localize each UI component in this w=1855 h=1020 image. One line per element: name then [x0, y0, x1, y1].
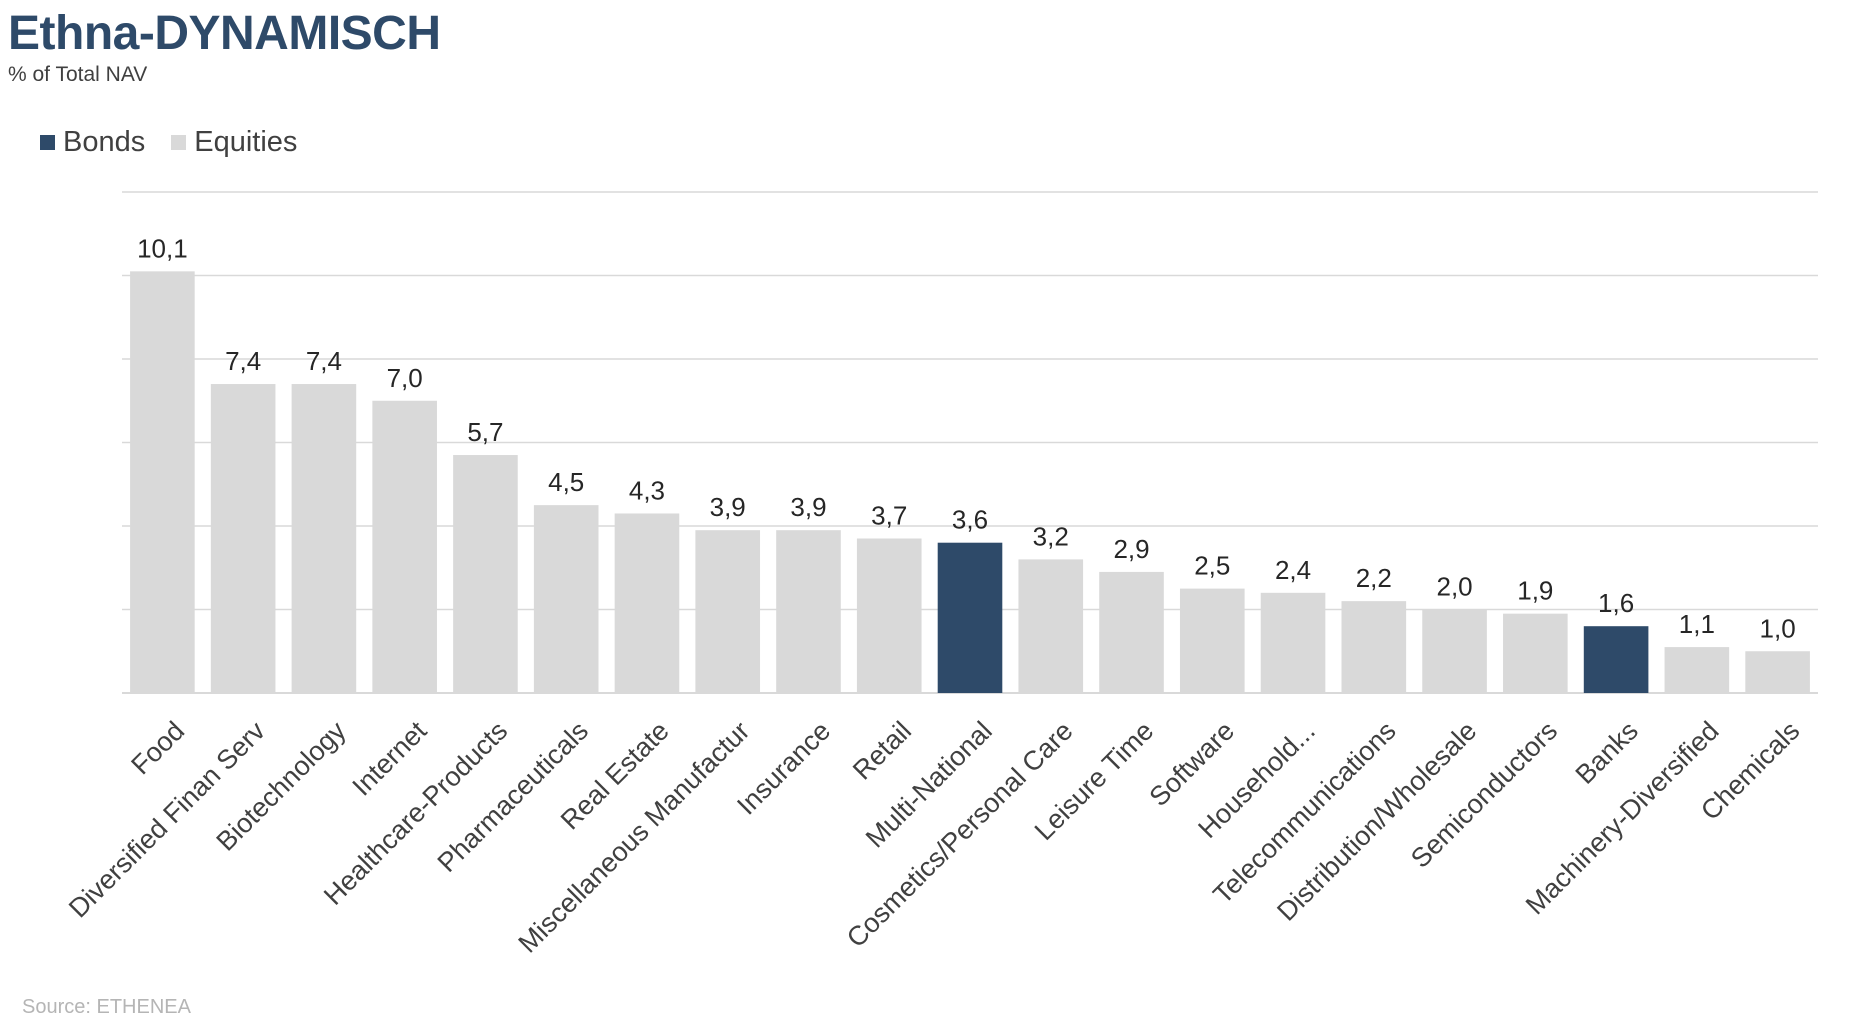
bar-banks: [1583, 626, 1649, 693]
bar-distribution-wholesale: [1422, 609, 1487, 693]
bar-software: [1179, 588, 1245, 693]
source-note: Source: ETHENEA: [22, 996, 191, 1018]
legend-label-equities: Equities: [194, 126, 298, 158]
bar-value-label: 10,1: [137, 233, 188, 263]
legend-swatch-bonds: [40, 135, 55, 150]
bar-value-label: 3,9: [790, 492, 826, 522]
bar-value-label: 5,7: [467, 417, 503, 447]
legend-label-bonds: Bonds: [63, 126, 146, 158]
bar-value-label: 1,6: [1598, 588, 1634, 618]
chart-subtitle: % of Total NAV: [8, 63, 148, 86]
bar-machinery-diversified: [1664, 647, 1730, 693]
bar-value-label: 3,7: [871, 501, 907, 531]
bar-cosmetics-personal-care: [1018, 559, 1084, 693]
bar-multi-national: [937, 542, 1003, 693]
bar-value-label: 7,0: [387, 363, 423, 393]
bars: [130, 271, 1810, 693]
bar-value-label: 1,1: [1679, 609, 1715, 639]
bar-pharmaceuticals: [533, 505, 599, 693]
bar-real-estate: [614, 513, 680, 693]
bar-leisure-time: [1099, 571, 1164, 693]
legend: Bonds Equities: [40, 126, 323, 159]
category-label: Food: [125, 716, 190, 781]
bar-insurance: [776, 530, 841, 693]
bar-biotechnology: [291, 384, 357, 693]
bar-semiconductors: [1503, 613, 1568, 693]
bar-value-label: 2,9: [1113, 534, 1149, 564]
bar-value-labels: 10,1 7,4 7,4 7,0 5,7 4,5 4,3 3,9 3,9 3,7 3,6 3,2 2,9…: [137, 233, 1796, 643]
bar-diversified-finan-serv: [210, 384, 276, 693]
legend-item-bonds: Bonds: [40, 126, 145, 159]
bar-household: [1260, 592, 1326, 693]
category-label: Pharmaceuticals: [432, 716, 594, 878]
category-label: Retail: [847, 716, 917, 786]
bar-value-label: 3,9: [710, 492, 746, 522]
bar-value-label: 2,0: [1436, 572, 1472, 602]
category-label: Semiconductors: [1405, 716, 1563, 874]
bar-value-label: 3,6: [952, 505, 988, 535]
category-label: Banks: [1570, 716, 1644, 790]
bar-telecommunications: [1341, 601, 1407, 693]
bar-value-label: 2,5: [1194, 551, 1230, 581]
bar-retail: [856, 538, 922, 693]
bar-value-label: 2,4: [1275, 555, 1311, 585]
legend-swatch-equities: [171, 135, 187, 150]
legend-item-equities: Equities: [171, 126, 297, 159]
chart-title: Ethna-DYNAMISCH: [8, 7, 441, 60]
bar-chemicals: [1745, 651, 1810, 693]
bar-food: [130, 271, 195, 693]
bar-value-label: 1,0: [1760, 613, 1796, 643]
bar-value-label: 2,2: [1356, 563, 1392, 593]
bar-value-label: 3,2: [1033, 521, 1069, 551]
bar-miscellaneous-manufactur: [695, 530, 761, 693]
bar-value-label: 7,4: [306, 346, 342, 376]
bar-healthcare-products: [453, 455, 518, 693]
bar-value-label: 4,3: [629, 475, 665, 505]
bar-value-label: 4,5: [548, 467, 584, 497]
bar-value-label: 7,4: [225, 346, 261, 376]
bar-value-label: 1,9: [1517, 576, 1553, 606]
bar-internet: [372, 400, 437, 693]
